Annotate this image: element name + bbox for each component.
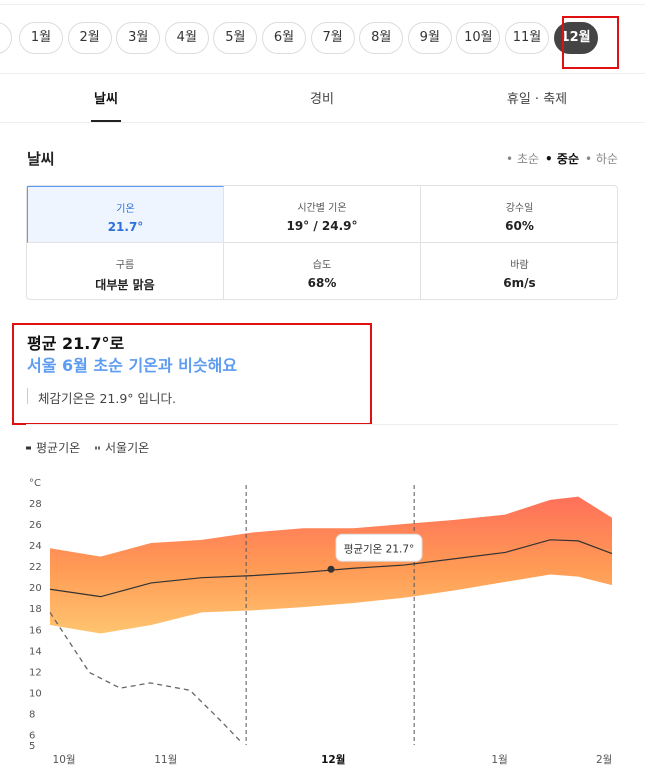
- summary-note: 체감기온은 21.9° 입니다.: [38, 391, 177, 406]
- y-tick-label: 16: [29, 625, 42, 636]
- stat-label: 바람: [510, 260, 529, 271]
- tab[interactable]: 휴일 · 축제: [506, 92, 568, 107]
- month-chip[interactable]: 6월: [262, 22, 306, 54]
- period-options: • 초순 • 중순 • 하순: [506, 150, 618, 167]
- stat-cell: 시간별 기온 19° / 24.9°: [224, 186, 421, 243]
- stat-value: 60%: [505, 219, 534, 233]
- legend-label: 평균기온: [36, 441, 80, 455]
- month-chip[interactable]: 10월: [456, 22, 501, 54]
- tooltip-box: [335, 533, 423, 562]
- stat-cell: 바람 6m/s: [421, 243, 618, 300]
- note-bar: [27, 388, 28, 404]
- month-chip[interactable]: 7월: [310, 22, 355, 54]
- period-option[interactable]: • 중순: [545, 152, 579, 166]
- legend-label: 서울기온: [105, 441, 149, 455]
- x-tick-label: 10월: [53, 754, 76, 766]
- stat-label: 구름: [115, 260, 135, 271]
- tab[interactable]: 경비: [310, 92, 334, 107]
- y-tick-label: 6: [29, 730, 35, 741]
- stat-value: 68%: [307, 276, 337, 290]
- y-tick-label: 10: [29, 688, 42, 699]
- y-tick-label: 8: [29, 709, 35, 720]
- stat-cell: 습도 68%: [224, 243, 421, 300]
- divider: [0, 73, 645, 74]
- highlight-box: [12, 323, 372, 425]
- divider: [0, 122, 645, 123]
- y-tick-label: 20: [29, 583, 42, 594]
- divider: [26, 424, 618, 425]
- month-chip[interactable]: 2월: [67, 22, 112, 54]
- y-unit: °C: [29, 478, 41, 489]
- month-chip[interactable]: 8월: [359, 22, 404, 54]
- tab[interactable]: 날씨: [94, 92, 118, 107]
- stat-label: 기온: [116, 204, 135, 215]
- top-edge: [0, 4, 645, 5]
- section-title: 날씨: [27, 150, 55, 168]
- period-option[interactable]: • 하순: [585, 152, 618, 166]
- month-chip[interactable]: 4월: [164, 22, 209, 54]
- stat-label: 강수일: [505, 203, 534, 214]
- stat-value: 6m/s: [503, 276, 536, 290]
- stat-cell: 강수일 60%: [421, 186, 618, 243]
- month-chip[interactable]: 3월: [116, 22, 161, 54]
- period-option[interactable]: • 초순: [506, 152, 540, 166]
- summary-comparison: 서울 6월 초순 기온과 비슷해요: [27, 356, 238, 375]
- y-tick-label: 24: [29, 541, 42, 552]
- chart: 평균기온 서울기온 °C 56 8 10 12 14 16 18 20 22 24 26 28 평균기온 21…: [26, 441, 613, 766]
- month-chip[interactable]: 9월: [407, 22, 452, 54]
- period-label: 하순: [595, 152, 618, 166]
- y-tick-label: 22: [29, 562, 42, 573]
- series-line: [49, 539, 613, 598]
- tooltip-point: [327, 565, 335, 573]
- tab-underline: [91, 120, 121, 122]
- stat-value: 21.7°: [107, 220, 144, 234]
- partial-chip[interactable]: [0, 22, 12, 54]
- summary-headline: 평균 21.7°로: [27, 334, 125, 353]
- month-chip[interactable]: 5월: [213, 22, 258, 54]
- period-label: 중순: [556, 152, 579, 166]
- stat-label: 습도: [312, 260, 332, 271]
- x-tick-label: 11월: [154, 754, 177, 766]
- x-tick-label: 12월: [321, 753, 345, 766]
- stat-cell: 기온 21.7°: [27, 186, 224, 243]
- tooltip-label: 평균기온 21.7°: [344, 543, 415, 555]
- series-line: [49, 612, 241, 742]
- y-tick-label: 18: [29, 604, 42, 615]
- temperature-band: [50, 496, 612, 634]
- period-label: 초순: [516, 152, 540, 166]
- y-tick-label: 12: [29, 667, 42, 678]
- stats-grid: 기온 21.7° 시간별 기온 19° / 24.9° 강수일 60% 구름 대부분 맑음 습도…: [26, 185, 618, 300]
- y-tick-label: 5: [29, 741, 35, 752]
- y-tick-label: 28: [29, 499, 42, 510]
- month-chip[interactable]: 1월: [19, 22, 63, 54]
- x-tick-label: 1월: [491, 754, 507, 766]
- stat-value: 19° / 24.9°: [286, 219, 358, 233]
- stat-value: 대부분 맑음: [95, 278, 155, 292]
- y-tick-label: 14: [29, 646, 42, 657]
- month-chip[interactable]: 12월: [553, 22, 598, 54]
- y-tick-label: 26: [29, 520, 42, 531]
- highlight-box: [562, 16, 619, 69]
- x-tick-label: 2월: [596, 754, 612, 766]
- stat-label: 시간별 기온: [297, 203, 347, 214]
- month-chip[interactable]: 11월: [505, 22, 549, 54]
